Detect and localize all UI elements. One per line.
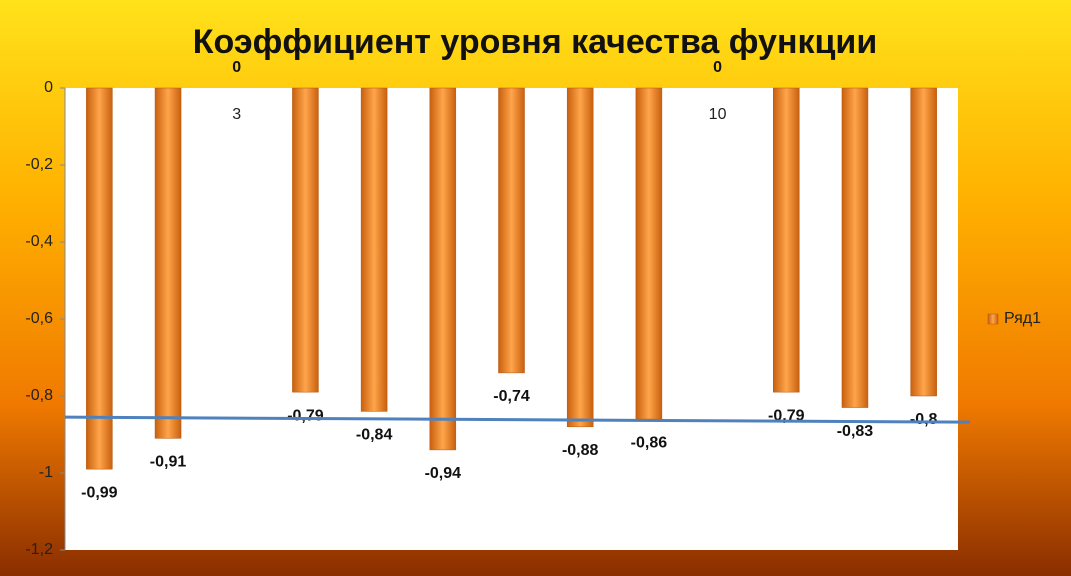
data-label: -0,94	[425, 465, 462, 482]
bar	[292, 87, 319, 393]
legend-swatch	[987, 313, 999, 325]
bar	[86, 87, 113, 470]
data-label: -0,74	[493, 388, 530, 405]
data-label: -0,8	[910, 411, 938, 428]
y-tick-label: -0,6	[25, 310, 53, 327]
data-label: -0,88	[562, 442, 599, 459]
y-tick-label: 0	[44, 79, 53, 96]
y-tick-label: -1	[39, 464, 53, 481]
data-label: -0,83	[837, 423, 874, 440]
bar	[635, 87, 663, 420]
bar	[154, 87, 182, 439]
y-tick-label: -1,2	[25, 541, 53, 558]
data-label: -0,79	[287, 407, 324, 424]
trendline	[64, 415, 971, 424]
y-tick-label: -0,2	[25, 156, 53, 173]
data-label: 0	[713, 59, 722, 76]
x-tick-label: 10	[709, 106, 727, 123]
data-label: -0,99	[81, 484, 118, 501]
y-tick-label: -0,8	[25, 387, 53, 404]
bar	[429, 87, 457, 451]
data-label: 0	[232, 59, 241, 76]
data-label: -0,91	[150, 454, 187, 471]
bar	[360, 87, 388, 412]
bar	[841, 87, 869, 408]
y-tick-label: -0,4	[25, 233, 53, 250]
data-label: -0,86	[631, 434, 668, 451]
x-tick-label: 3	[232, 106, 241, 123]
data-label: -0,84	[356, 427, 393, 444]
bar	[566, 87, 594, 428]
bar	[498, 87, 525, 374]
bar	[773, 87, 800, 393]
legend-label: Ряд1	[1004, 310, 1041, 327]
chart-title: Коэффициент уровня качества функции	[193, 23, 877, 61]
bar	[910, 87, 937, 397]
